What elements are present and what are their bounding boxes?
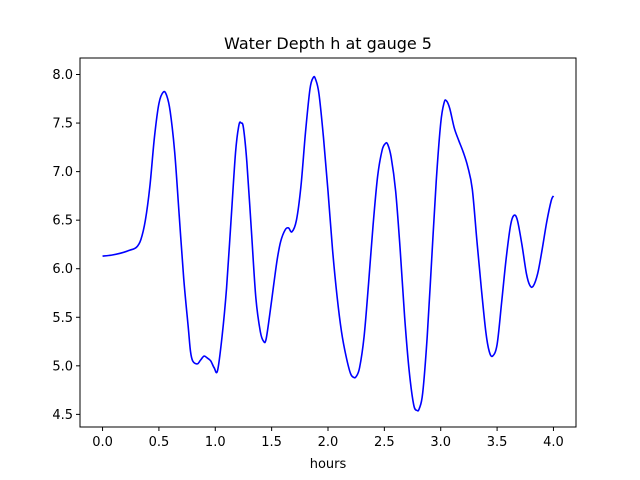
x-tick-label: 0.5 [149, 435, 170, 450]
y-tick-label: 7.0 [52, 165, 73, 180]
x-axis-label: hours [310, 457, 347, 472]
y-tick-label: 6.5 [52, 214, 73, 229]
x-tick-label: 3.5 [487, 435, 508, 450]
x-tick-label: 4.0 [543, 435, 564, 450]
y-tick-label: 8.0 [52, 68, 73, 83]
chart-title: Water Depth h at gauge 5 [224, 34, 432, 53]
y-tick-label: 5.5 [52, 311, 73, 326]
series-line [102, 75, 555, 412]
x-tick-label: 1.0 [205, 435, 226, 450]
y-axis: 4.5 5.0 5.5 6.0 6.5 7.0 7.5 8.0 [52, 68, 80, 423]
y-tick-label: 4.5 [52, 408, 73, 423]
plot-area [80, 58, 576, 427]
x-tick-label: 2.0 [318, 435, 339, 450]
y-tick-label: 6.0 [52, 262, 73, 277]
x-tick-label: 1.5 [261, 435, 282, 450]
x-axis: 0.0 0.5 1.0 1.5 2.0 2.5 3.0 3.5 4.0 [92, 427, 564, 450]
x-tick-label: 2.5 [374, 435, 395, 450]
x-tick-label: 0.0 [92, 435, 113, 450]
series-layer [102, 75, 555, 412]
y-tick-label: 7.5 [52, 117, 73, 132]
x-tick-label: 3.0 [430, 435, 451, 450]
y-tick-label: 5.0 [52, 359, 73, 374]
